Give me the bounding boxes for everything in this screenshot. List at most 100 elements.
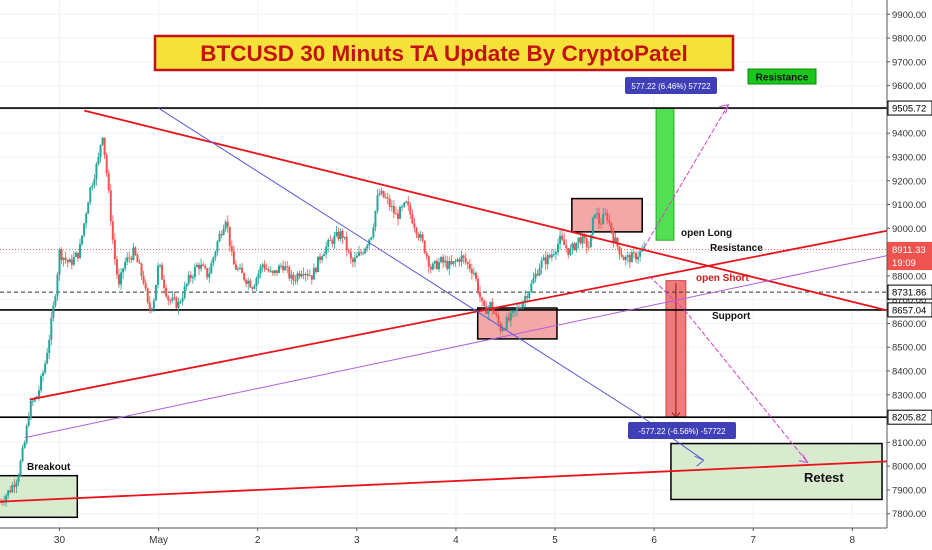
candle-body bbox=[343, 236, 346, 238]
candle-body bbox=[325, 246, 328, 255]
time-tick-label: 4 bbox=[453, 535, 459, 546]
candle-body bbox=[577, 237, 580, 243]
price-tick-label: 8300.00 bbox=[892, 390, 926, 401]
candle-body bbox=[407, 201, 410, 206]
candle-body bbox=[218, 234, 221, 242]
candle-body bbox=[497, 315, 500, 324]
candle-body bbox=[526, 296, 529, 299]
candle-body bbox=[142, 275, 145, 284]
candle-body bbox=[210, 263, 213, 274]
candle-body bbox=[411, 214, 414, 224]
candle-body bbox=[333, 235, 336, 244]
candle-body bbox=[450, 260, 453, 265]
candle-body bbox=[60, 249, 63, 260]
price-tag-label: 8731.86 bbox=[892, 288, 926, 299]
candle-body bbox=[21, 447, 24, 461]
candle-body bbox=[144, 283, 147, 289]
candle-body bbox=[372, 227, 375, 238]
price-axis-background bbox=[887, 0, 932, 550]
candle-body bbox=[641, 249, 644, 252]
candle-body bbox=[583, 235, 586, 239]
candle-body bbox=[105, 155, 108, 174]
candle-body bbox=[200, 264, 203, 269]
candle-body bbox=[639, 251, 642, 257]
candle-body bbox=[554, 252, 557, 255]
candle-body bbox=[415, 227, 418, 235]
horizontal-levels bbox=[0, 107, 887, 419]
candle-body bbox=[524, 296, 527, 302]
candle-body bbox=[589, 234, 592, 248]
candle-body bbox=[477, 278, 480, 293]
blue-arrowhead bbox=[694, 455, 705, 467]
candle-body bbox=[472, 272, 475, 274]
candle-body bbox=[66, 259, 69, 263]
candle-body bbox=[637, 256, 640, 260]
candle-body bbox=[189, 274, 192, 279]
candle-body bbox=[403, 202, 406, 207]
candle-body bbox=[284, 266, 287, 271]
price-tag-label: 8657.04 bbox=[892, 305, 926, 316]
candle-body bbox=[546, 255, 549, 265]
candle-body bbox=[464, 257, 467, 263]
candle-body bbox=[70, 259, 73, 265]
time-tick-label: May bbox=[149, 535, 168, 546]
candle-body bbox=[390, 206, 393, 208]
candle-body bbox=[275, 270, 278, 273]
candle-body bbox=[316, 256, 319, 273]
candle-body bbox=[193, 266, 196, 278]
time-axis: 30 May 2 3 4 5 6 7 8 bbox=[0, 527, 932, 550]
candle-body bbox=[241, 267, 244, 274]
candle-body bbox=[154, 284, 157, 301]
candle-body bbox=[536, 273, 539, 276]
candle-body bbox=[528, 291, 531, 299]
candle-body bbox=[626, 255, 629, 258]
candle-body bbox=[612, 231, 615, 243]
candle-body bbox=[122, 268, 125, 273]
candle-body bbox=[40, 376, 43, 391]
price-tick-label: 9300.00 bbox=[892, 152, 926, 163]
candle-body bbox=[64, 257, 67, 260]
candle-body bbox=[97, 156, 100, 165]
price-tick-label: 9000.00 bbox=[892, 224, 926, 235]
candle-body bbox=[397, 213, 400, 219]
retest-label: Retest bbox=[804, 470, 844, 485]
candle-body bbox=[454, 261, 457, 263]
candle-body bbox=[288, 267, 291, 279]
candle-body bbox=[99, 144, 102, 157]
candle-body bbox=[362, 253, 365, 255]
candle-body bbox=[548, 255, 551, 258]
support-label: Support bbox=[712, 311, 751, 322]
candle-body bbox=[251, 287, 254, 289]
candle-body bbox=[304, 273, 307, 276]
candle-body bbox=[331, 240, 334, 244]
candle-body bbox=[610, 222, 613, 232]
candle-body bbox=[460, 255, 463, 262]
candle-body bbox=[212, 257, 215, 264]
price-tick-label: 9200.00 bbox=[892, 176, 926, 187]
candle-body bbox=[269, 270, 272, 272]
candle-body bbox=[345, 236, 348, 251]
time-axis-background bbox=[0, 528, 932, 550]
candle-body bbox=[101, 137, 104, 145]
candle-body bbox=[214, 251, 217, 258]
candle-body bbox=[259, 266, 262, 274]
candle-body bbox=[571, 243, 574, 249]
candle-body bbox=[294, 280, 297, 282]
candle-body bbox=[530, 283, 533, 292]
candle-body bbox=[183, 286, 186, 299]
price-tag-label: 19:09 bbox=[892, 258, 916, 269]
candle-body bbox=[58, 249, 61, 275]
candle-body bbox=[79, 244, 82, 259]
candle-body bbox=[278, 265, 281, 273]
purple-channel-line bbox=[24, 255, 888, 439]
candle-body bbox=[124, 261, 127, 269]
candle-body bbox=[429, 266, 432, 270]
candle-body bbox=[600, 223, 603, 225]
candle-body bbox=[462, 255, 465, 258]
candle-body bbox=[542, 257, 545, 261]
candle-body bbox=[204, 265, 207, 269]
candle-body bbox=[579, 237, 582, 244]
bullish-arrowhead bbox=[719, 103, 730, 114]
candle-body bbox=[618, 246, 621, 255]
candle-body bbox=[567, 248, 570, 255]
